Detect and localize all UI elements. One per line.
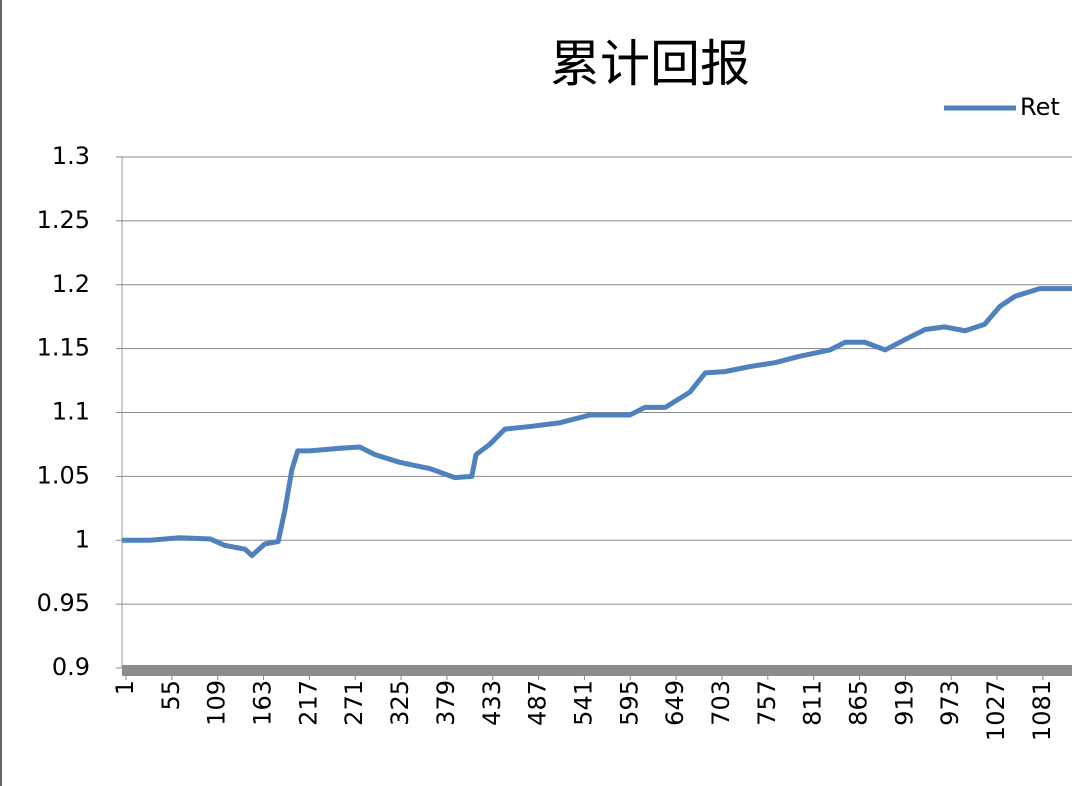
y-tick-label: 1.05 bbox=[37, 461, 90, 489]
y-tick-label: 1 bbox=[75, 525, 90, 553]
y-tick-label: 0.95 bbox=[37, 589, 90, 617]
x-tick-label: 919 bbox=[890, 680, 918, 726]
x-tick-label: 811 bbox=[799, 680, 827, 726]
y-tick-label: 1.3 bbox=[52, 142, 90, 170]
x-tick-label: 271 bbox=[340, 680, 368, 726]
x-tick-label: 595 bbox=[615, 680, 643, 726]
y-tick-label: 0.9 bbox=[52, 653, 90, 681]
x-tick-label: 109 bbox=[203, 680, 231, 726]
x-tick-label: 217 bbox=[294, 680, 322, 726]
x-tick-label: 325 bbox=[386, 680, 414, 726]
x-tick-label: 1 bbox=[111, 680, 139, 695]
y-tick-label: 1.25 bbox=[37, 206, 90, 234]
x-tick-label: 649 bbox=[661, 680, 689, 726]
x-tick-label: 163 bbox=[249, 680, 277, 726]
x-tick-label: 1081 bbox=[1028, 680, 1056, 741]
x-tick-label: 865 bbox=[845, 680, 873, 726]
x-tick-label: 433 bbox=[478, 680, 506, 726]
x-tick-label: 1027 bbox=[982, 680, 1010, 741]
y-tick-label: 1.1 bbox=[52, 398, 90, 426]
y-tick-label: 1.2 bbox=[52, 270, 90, 298]
x-axis-bar bbox=[122, 665, 1072, 676]
x-tick-label: 541 bbox=[569, 680, 597, 726]
x-tick-label: 379 bbox=[432, 680, 460, 726]
x-tick-label: 55 bbox=[157, 680, 185, 711]
y-tick-label: 1.15 bbox=[37, 334, 90, 362]
x-tick-label: 973 bbox=[936, 680, 964, 726]
x-tick-label: 757 bbox=[753, 680, 781, 726]
chart-title: 累计回报 bbox=[550, 35, 750, 93]
x-tick-label: 703 bbox=[707, 680, 735, 726]
data-line bbox=[122, 286, 1072, 559]
legend-label: Ret bbox=[1020, 93, 1060, 121]
x-tick-label: 487 bbox=[524, 680, 552, 726]
